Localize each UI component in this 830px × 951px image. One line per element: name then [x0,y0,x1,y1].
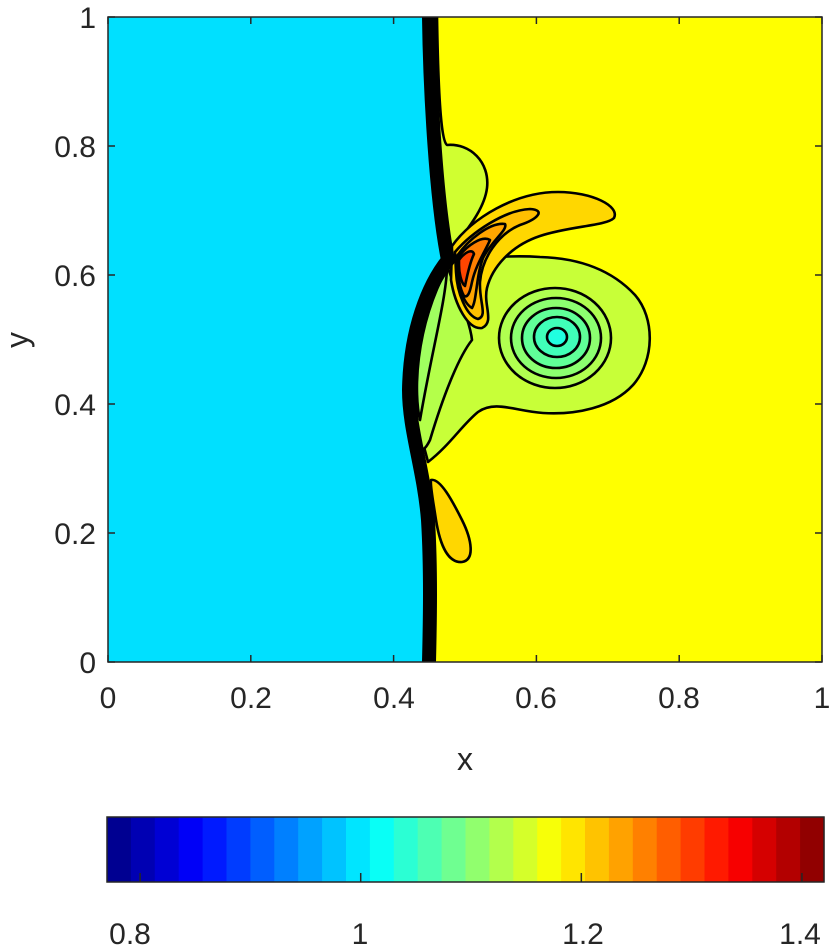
colorbar-tick-label: 1.2 [562,918,604,951]
y-tick-label: 0.6 [54,260,96,293]
colorbar-band [513,817,538,882]
colorbar-band [728,817,753,882]
x-tick-label: 0.6 [515,682,557,715]
colorbar-tick-label: 1 [352,918,369,951]
colorbar-band [178,817,204,882]
x-axis-label: x [457,741,473,777]
colorbar-band [800,817,825,882]
colorbar-band [441,817,467,882]
colorbar-band [537,817,562,882]
colorbar-band [346,817,371,882]
colorbar-band [465,817,490,882]
colorbar [107,817,825,882]
colorbar-band [322,817,347,882]
colorbar-band [752,817,777,882]
colorbar-tick-label: 1.4 [779,918,821,951]
colorbar-band [130,817,156,882]
colorbar-band [274,817,299,882]
colorbar-band [608,817,634,882]
colorbar-band [369,817,395,882]
contour-lower-lobe [429,478,472,564]
x-tick-label: 0.4 [373,682,415,715]
colorbar-band [202,817,228,882]
y-tick-label: 0.8 [54,131,96,164]
shock-front [401,17,456,662]
y-tick-label: 0.4 [54,389,96,422]
colorbar-band [632,817,658,882]
x-tick-label: 1 [814,682,830,715]
colorbar-band [250,817,275,882]
vortex-center [545,326,569,348]
colorbar-band [561,817,586,882]
colorbar-band [393,817,419,882]
colorbar-band [656,817,682,882]
contour-level-1.12 [415,266,449,422]
y-axis-label: y [0,332,35,348]
colorbar-band [298,817,323,882]
colorbar-band [107,817,132,882]
colorbar-band [154,817,180,882]
colorbar-band [226,817,251,882]
y-tick-label: 0.2 [54,518,96,551]
colorbar-band [417,817,443,882]
colorbar-band [704,817,729,882]
y-tick-label: 1 [79,2,96,35]
colorbar-frame [106,816,825,883]
axes-box [107,16,823,663]
x-tick-label: 0 [100,682,117,715]
colorbar-band [680,817,706,882]
colorbar-tick-label: 0.8 [109,918,151,951]
x-tick-label: 0.2 [230,682,272,715]
axis-ticks [107,16,823,663]
y-tick-label: 0 [79,647,96,680]
contour-level-1.34 [457,250,476,288]
left-state-region [108,17,447,662]
plot-area [108,17,822,662]
colorbar-band [489,817,514,882]
colorbar-band [585,817,610,882]
x-tick-label: 0.8 [658,682,700,715]
colorbar-band [776,817,801,882]
